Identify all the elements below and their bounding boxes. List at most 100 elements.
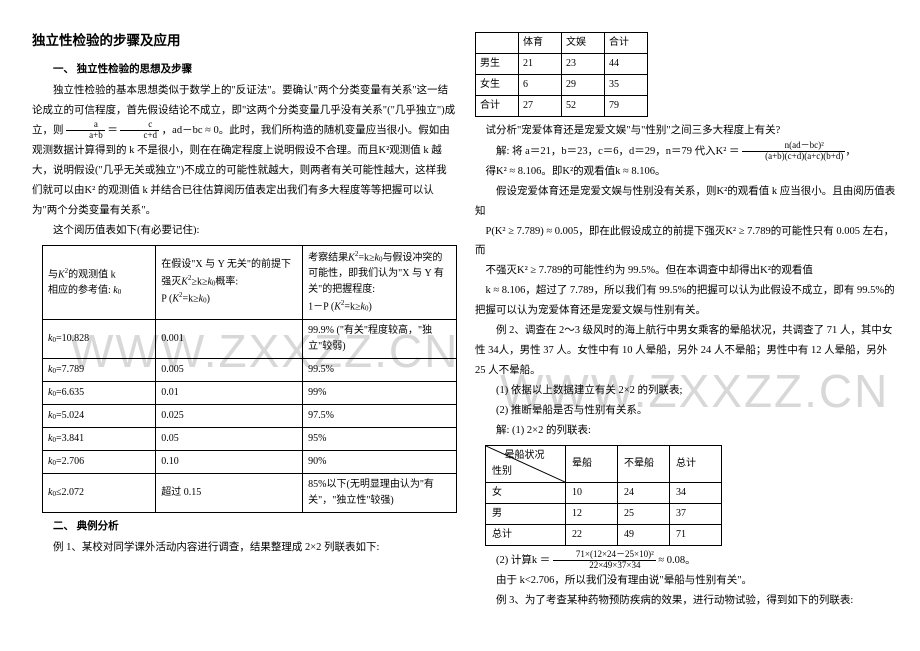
example-2: 例 2、调查在 2～3 级风时的海上航行中男女乘客的晕船状况，共调查了 71 人…: [475, 321, 900, 381]
table-row: k0=6.6350.0199%: [43, 381, 457, 404]
fraction-abcd-1: aa+b: [66, 120, 105, 141]
solution-step: (2) 计算k ＝ 71×(12×24－25×10)²22×49×37×34 ≈…: [475, 550, 900, 571]
table-header-cell: 在假设"X 与 Y 无关"的前提下强灭K2≥k≥k0概率:P (K2=k≥k0): [156, 245, 303, 319]
table-cell: 10: [566, 482, 618, 503]
table-cell: 71: [670, 524, 722, 545]
table-cell: [476, 33, 519, 54]
table-cell: 99%: [303, 381, 457, 404]
solution-step: 假设宠爱体育还是宠爱文娱与性别没有关系，则K²的观看值 k 应当很小。且由阅历值…: [475, 182, 900, 222]
table-cell: 合计: [476, 96, 519, 117]
table-row: k0=10.8280.00199.9% ("有关"程度较高，"独立"较弱): [43, 319, 457, 358]
table-cell: 0.005: [156, 358, 303, 381]
table-row: k0=3.8410.0595%: [43, 427, 457, 450]
table-cell: 29: [562, 75, 605, 96]
example-3: 例 3、为了考查某种药物预防疾病的效果，进行动物试验，得到如下的列联表:: [475, 591, 900, 611]
paragraph-table-intro: 这个阅历值表如下(有必要记住):: [32, 221, 457, 241]
table-cell: k0=7.789: [43, 358, 156, 381]
table-cell: 12: [566, 503, 618, 524]
table-cell: k0≤2.072: [43, 473, 156, 512]
table-cell: 女生: [476, 75, 519, 96]
table-diagonal-cell: 晕船状况性别: [486, 445, 566, 482]
left-column: 独立性检验的步骤及应用 一、 独立性检验的思想及步骤 独立性检验的基本思想类似于…: [32, 28, 457, 611]
solution-step: k ≈ 8.106，超过了 7.789，所以我们有 99.5%的把握可以认为此假…: [475, 281, 900, 321]
table-cell: k0=5.024: [43, 404, 156, 427]
section-2-title: 二、 典例分析: [32, 517, 457, 537]
table-row: 总计224971: [486, 524, 722, 545]
table-cell: 49: [618, 524, 670, 545]
table-row: 男生212344: [476, 54, 648, 75]
table-cell: 44: [605, 54, 648, 75]
table-cell: 不晕船: [618, 445, 670, 482]
table-cell: 体育: [519, 33, 562, 54]
right-column: 体育 文娱 合计 男生212344 女生62935 合计275279 试分析"宠…: [475, 28, 900, 611]
table-cell: 23: [562, 54, 605, 75]
table-cell: 24: [618, 482, 670, 503]
k-squared-formula: n(ad－bc)²(a+b)(c+d)(a+c)(b+d): [742, 141, 845, 162]
table-cell: 男: [486, 503, 566, 524]
table-cell: 总计: [670, 445, 722, 482]
table-cell: 0.025: [156, 404, 303, 427]
example-1: 例 1、某校对同学课外活动内容进行调查，结果整理成 2×2 列联表如下:: [32, 538, 457, 558]
table-cell: 晕船: [566, 445, 618, 482]
solution-label: 解: (1) 2×2 的列联表:: [475, 421, 900, 441]
fraction-abcd-2: cc+d: [120, 120, 159, 141]
table-row: 女生62935: [476, 75, 648, 96]
solution-step: 得K² ≈ 8.106。即K²的观看值k ≈ 8.106。: [475, 162, 900, 182]
table-cell: 34: [670, 482, 722, 503]
table-cell: 37: [670, 503, 722, 524]
sub-question-1: (1) 依据以上数据建立有关 2×2 的列联表;: [475, 381, 900, 401]
table-cell: 女: [486, 482, 566, 503]
table-row: k0=7.7890.00599.5%: [43, 358, 457, 381]
table-cell: 35: [605, 75, 648, 96]
table-cell: 总计: [486, 524, 566, 545]
seasick-table: 晕船状况性别 晕船 不晕船 总计 女102434 男122537 总计22497…: [485, 445, 722, 546]
table-cell: k0=3.841: [43, 427, 156, 450]
table-row: k0=5.0240.02597.5%: [43, 404, 457, 427]
document-content: 独立性检验的步骤及应用 一、 独立性检验的思想及步骤 独立性检验的基本思想类似于…: [0, 0, 920, 611]
table-header-cell: 考察结果K2=k≥k0与假设冲突的可能性，即我们认为"X 与 Y 有关"的把握程…: [303, 245, 457, 319]
table-row: 晕船状况性别 晕船 不晕船 总计: [486, 445, 722, 482]
table-cell: 22: [566, 524, 618, 545]
table-cell: 52: [562, 96, 605, 117]
table-row: k0≤2.072超过 0.1585%以下(无明显理由认为"有关"，"独立性"较强…: [43, 473, 457, 512]
table-cell: 97.5%: [303, 404, 457, 427]
table-cell: 男生: [476, 54, 519, 75]
table-row: 合计275279: [476, 96, 648, 117]
diagonal-line-icon: [486, 446, 565, 482]
solution-step: 不强灭K² ≥ 7.789的可能性约为 99.5%。但在本调查中却得出K²的观看…: [475, 261, 900, 281]
table-cell: 21: [519, 54, 562, 75]
solution-step: 解: 将 a＝21，b＝23，c＝6，d＝29，n＝79 代入K² ＝ n(ad…: [475, 141, 900, 162]
table-cell: 27: [519, 96, 562, 117]
question-text: 试分析"宠爱体育还是宠爱文娱"与"性别"之间三多大程度上有关?: [475, 121, 900, 141]
sub-question-2: (2) 推断晕船是否与性别有关系。: [475, 401, 900, 421]
table-header-row: 与K2的观测值 k相应的参考值: k0 在假设"X 与 Y 无关"的前提下强灭K…: [43, 245, 457, 319]
table-cell: k0=10.828: [43, 319, 156, 358]
table-cell: k0=6.635: [43, 381, 156, 404]
reference-value-table: 与K2的观测值 k相应的参考值: k0 在假设"X 与 Y 无关"的前提下强灭K…: [42, 245, 457, 513]
table-cell: 99.5%: [303, 358, 457, 381]
table-cell: 25: [618, 503, 670, 524]
table-cell: 合计: [605, 33, 648, 54]
table-row: 女102434: [486, 482, 722, 503]
table-row: k0=2.7060.1090%: [43, 450, 457, 473]
solution-step: P(K² ≥ 7.789) ≈ 0.005，即在此假设成立的前提下强灭K² ≥ …: [475, 222, 900, 262]
table-row: 男122537: [486, 503, 722, 524]
table-cell: 90%: [303, 450, 457, 473]
table-cell: k0=2.706: [43, 450, 156, 473]
table-header-cell: 与K2的观测值 k相应的参考值: k0: [43, 245, 156, 319]
table-cell: 0.10: [156, 450, 303, 473]
table-cell: 0.01: [156, 381, 303, 404]
doc-title: 独立性检验的步骤及应用: [32, 28, 457, 54]
section-1-title: 一、 独立性检验的思想及步骤: [32, 60, 457, 80]
table-cell: 99.9% ("有关"程度较高，"独立"较弱): [303, 319, 457, 358]
table-cell: 0.001: [156, 319, 303, 358]
table-cell: 79: [605, 96, 648, 117]
k-computation: 71×(12×24－25×10)²22×49×37×34: [553, 550, 656, 571]
table-row: 体育 文娱 合计: [476, 33, 648, 54]
paragraph-intro: 独立性检验的基本思想类似于数学上的"反证法"。要确认"两个分类变量有关系"这一结…: [32, 81, 457, 221]
table-cell: 0.05: [156, 427, 303, 450]
table-cell: 85%以下(无明显理由认为"有关"，"独立性"较强): [303, 473, 457, 512]
table-cell: 超过 0.15: [156, 473, 303, 512]
table-cell: 6: [519, 75, 562, 96]
conclusion: 由于 k<2.706，所以我们没有理由说"晕船与性别有关"。: [475, 571, 900, 591]
